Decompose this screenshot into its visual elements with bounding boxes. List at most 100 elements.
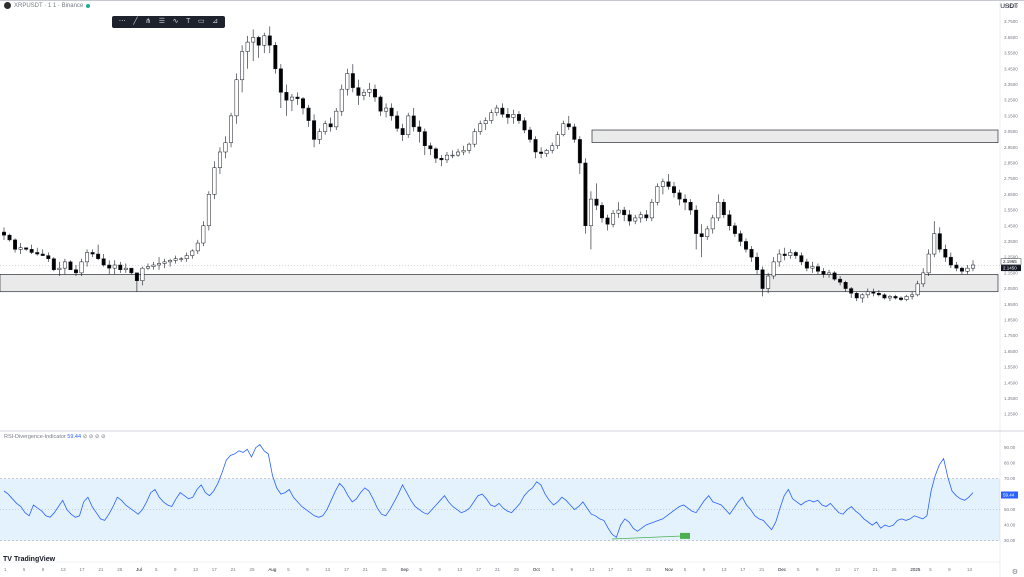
candle — [749, 249, 754, 258]
symbol-info[interactable]: XRPUSDT · 1 1 · Binance — [4, 2, 91, 9]
candle — [367, 88, 372, 93]
candle — [555, 134, 560, 146]
price-tick-label: 1.4500 — [1004, 380, 1018, 385]
candle — [101, 258, 106, 266]
candle — [112, 264, 117, 269]
candle — [395, 115, 400, 129]
candle — [865, 291, 870, 296]
last-price-sub-badge — [1001, 265, 1021, 272]
candle — [832, 272, 837, 280]
candle — [910, 294, 915, 297]
candle — [688, 201, 693, 211]
time-tick-label: 25 — [646, 567, 652, 572]
pattern-icon[interactable]: ▭ — [197, 18, 205, 25]
candle — [815, 266, 820, 272]
time-tick-label: 9 — [438, 567, 441, 572]
fib-icon[interactable]: ☰ — [158, 18, 165, 25]
rsi-value-badge — [1001, 491, 1018, 499]
tradingview-logo[interactable]: TV TradingView — [3, 556, 55, 563]
candle — [943, 249, 948, 258]
drawing-toolbar[interactable]: ⋯ ╱ ⋔ ☰ ∿ T ▭ ⊿ — [112, 16, 225, 28]
symbol-text: XRPUSDT · 1 1 · Binance — [14, 2, 84, 9]
currency-label[interactable]: USDT — [1000, 3, 1018, 10]
candle — [777, 253, 782, 263]
candle — [140, 267, 145, 281]
time-tick-label: 5 — [929, 567, 932, 572]
candle — [827, 272, 832, 275]
candle — [134, 272, 139, 281]
candle — [638, 214, 643, 219]
last-price-label: 2.1965 — [1003, 259, 1017, 264]
candle — [649, 201, 654, 219]
candle — [306, 107, 311, 121]
time-tick-label: 17 — [608, 567, 614, 572]
time-tick-label: 9 — [948, 567, 951, 572]
candle — [971, 264, 975, 269]
price-tick-label: 2.7500 — [1004, 176, 1018, 181]
candle — [744, 241, 748, 250]
gear-icon[interactable]: ⚙ — [1011, 569, 1018, 576]
candle — [229, 115, 233, 143]
time-tick-label: 25 — [117, 567, 123, 572]
candle — [256, 37, 261, 46]
rsi-value: 59.44 — [67, 434, 82, 440]
candle — [793, 252, 798, 256]
candle — [107, 264, 112, 269]
rsi-tick-label: 80.00 — [1004, 461, 1016, 466]
time-tick-label: 9 — [42, 567, 45, 572]
candle — [206, 194, 211, 227]
time-tick-label: 21 — [231, 567, 237, 572]
candle — [672, 186, 676, 194]
candle — [804, 261, 809, 269]
candle — [251, 37, 256, 43]
time-tick-label: 5 — [684, 567, 687, 572]
time-tick-label: 13 — [835, 567, 841, 572]
price-tick-label: 2.8500 — [1004, 160, 1018, 165]
rsi-title[interactable]: RSI-Divergence-Indicator 59.44 ⊘ ⊘ ⊘ ⊘ — [4, 434, 106, 440]
candle — [677, 192, 682, 200]
ruler-icon[interactable]: ⊿ — [212, 18, 219, 25]
candle — [583, 162, 588, 227]
candle — [461, 150, 466, 153]
pitchfork-icon[interactable]: ⋔ — [145, 18, 152, 25]
time-tick-label: 13 — [457, 567, 463, 572]
candle — [24, 247, 29, 250]
time-tick-label: 17 — [212, 567, 218, 572]
rsi-settings-icons[interactable]: ⊘ ⊘ ⊘ ⊘ — [82, 434, 106, 440]
price-tick-label: 2.1500 — [1004, 270, 1018, 275]
candle — [18, 247, 23, 250]
candle — [533, 139, 538, 153]
candle — [755, 256, 760, 270]
price-tick-label: 2.3500 — [1004, 239, 1018, 244]
brush-icon[interactable]: ∿ — [172, 18, 179, 25]
rsi-tick-label: 90.00 — [1004, 445, 1016, 450]
candle — [821, 271, 826, 275]
candle — [876, 293, 881, 296]
price-tick-label: 1.2500 — [1004, 412, 1018, 417]
candle — [937, 233, 942, 250]
candle — [212, 167, 217, 195]
candle — [317, 131, 322, 140]
price-tick-label: 3.4500 — [1004, 66, 1018, 71]
dash-icon[interactable]: ⋯ — [118, 18, 126, 25]
time-tick-label: Dec — [778, 567, 787, 572]
tradingview-text: TradingView — [13, 556, 56, 563]
candle — [915, 283, 920, 296]
last-price-badge — [1000, 258, 1022, 265]
line-tool-icon[interactable]: ╱ — [133, 18, 138, 25]
candle — [550, 145, 555, 151]
text-tool-icon[interactable]: T — [186, 18, 191, 25]
candle — [234, 79, 239, 117]
time-tick-label: 21 — [98, 567, 104, 572]
last-price-sub-label: 2.1450 — [1003, 266, 1017, 271]
candle — [505, 114, 510, 118]
candle — [838, 278, 843, 283]
candle — [738, 233, 743, 242]
candle — [184, 255, 189, 259]
candle — [289, 96, 294, 101]
rsi-tick-label: 30.00 — [1004, 538, 1016, 543]
candle — [62, 261, 67, 269]
candle — [339, 88, 344, 112]
time-tick-label: Oct — [533, 567, 541, 572]
